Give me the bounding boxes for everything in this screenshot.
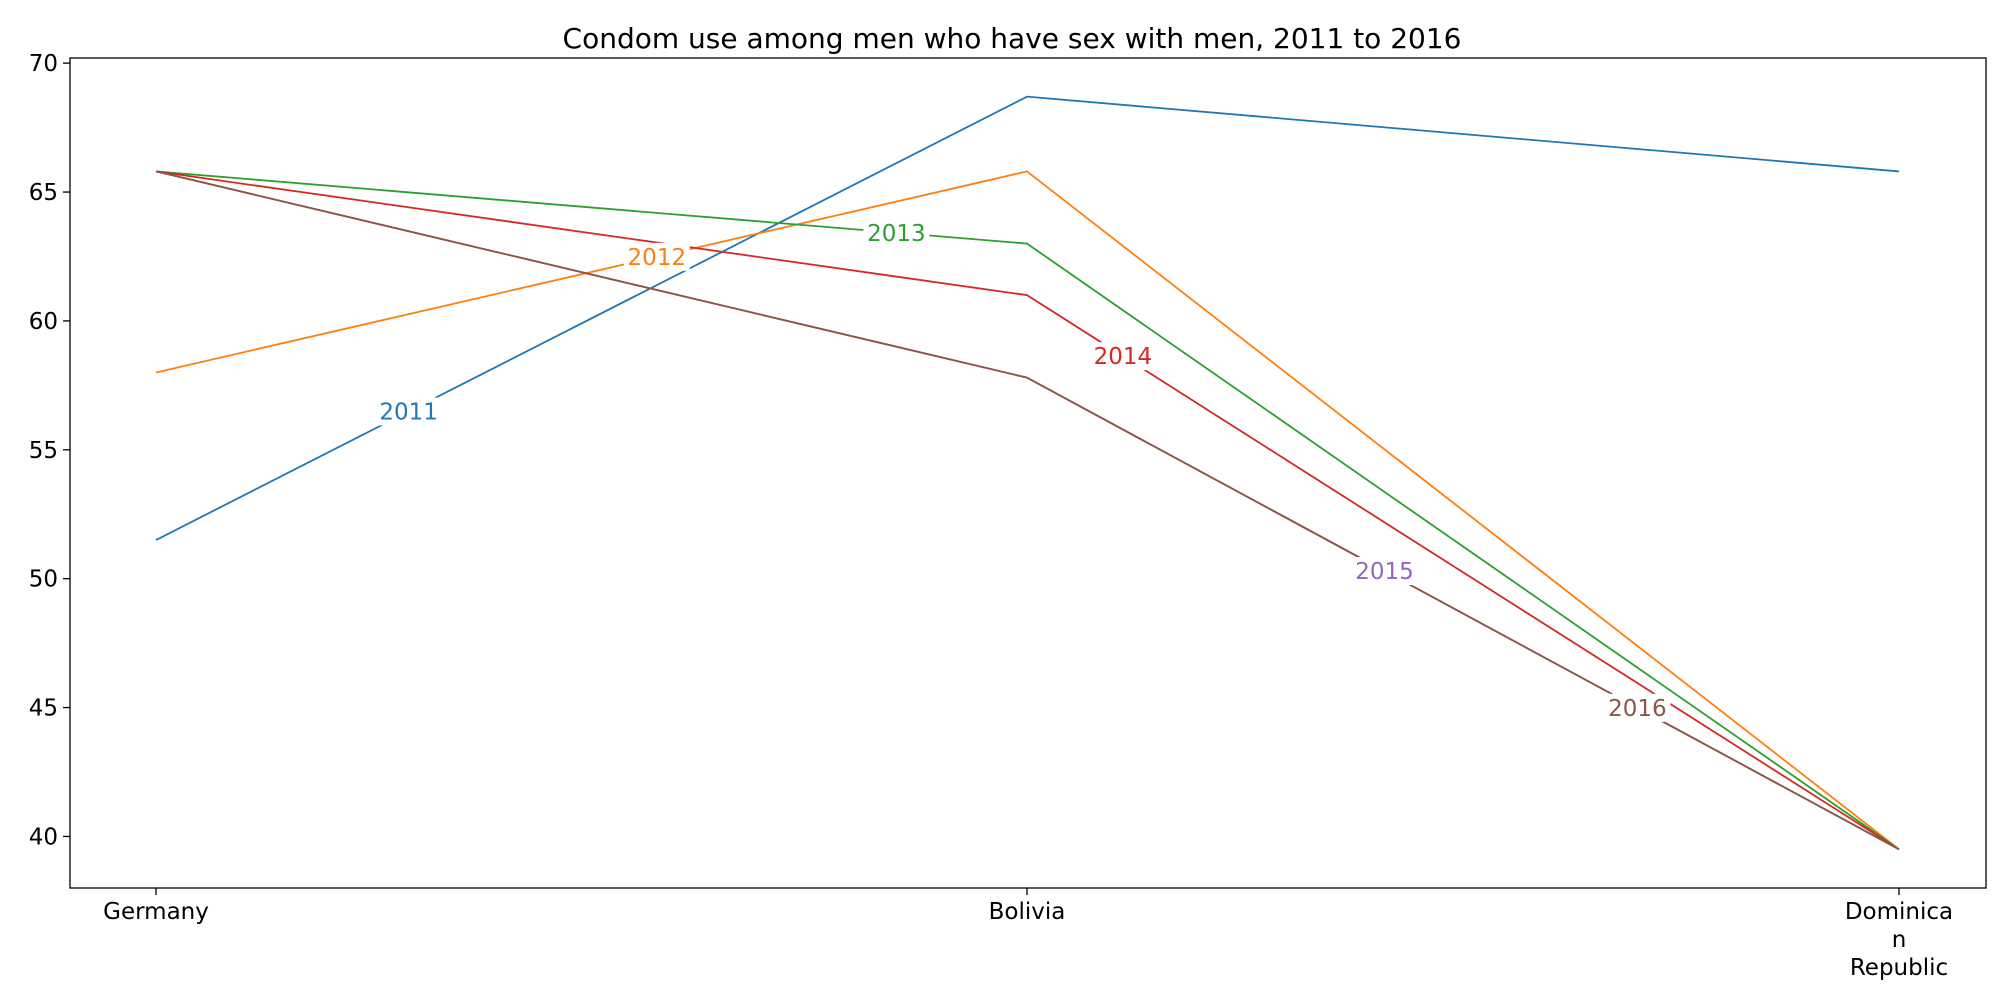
series-label-bg [375,397,442,426]
series-line-2012 [155,170,1900,851]
x-tick-label: Germany [103,899,209,925]
chart-title: Condom use among men who have sex with m… [563,22,1462,55]
y-tick-label: 45 [29,696,58,722]
x-tick-label: Dominica [1845,899,1953,925]
series-label-2013: 2013 [867,221,926,247]
series-label-bg [623,242,690,271]
y-tick-label: 70 [29,51,58,77]
series-label-2014: 2014 [1094,344,1153,370]
y-tick-label: 65 [29,180,58,206]
series-line-2013 [155,170,1900,851]
series-label-bg [1089,342,1156,371]
series-line-2014 [155,170,1900,851]
series-label-2016: 2016 [1608,696,1667,722]
series-labels: 2011 2012 2013 2014 2015 2016 [375,218,1671,722]
x-tick-label: n [1892,927,1907,953]
y-tick-label: 60 [29,309,58,335]
series-lines [155,95,1900,851]
x-tick-label: Republic [1850,955,1948,981]
y-tick-label: 55 [29,438,58,464]
x-tick-label: Bolivia [989,899,1066,925]
series-line-2015 [155,170,1900,851]
series-label-bg [863,218,930,247]
series-line-2016 [155,170,1900,851]
series-label-2011: 2011 [379,399,438,425]
y-tick-label: 50 [29,567,58,593]
series-label-2015: 2015 [1355,559,1414,585]
series-line-2011 [155,95,1900,541]
series-label-2012: 2012 [628,245,687,271]
series-label-bg [1604,693,1671,722]
y-axis: 40 45 50 55 60 65 70 [29,51,70,850]
series-label-bg [1351,557,1418,586]
y-tick-label: 40 [29,824,58,850]
plot-frame [69,57,1987,889]
